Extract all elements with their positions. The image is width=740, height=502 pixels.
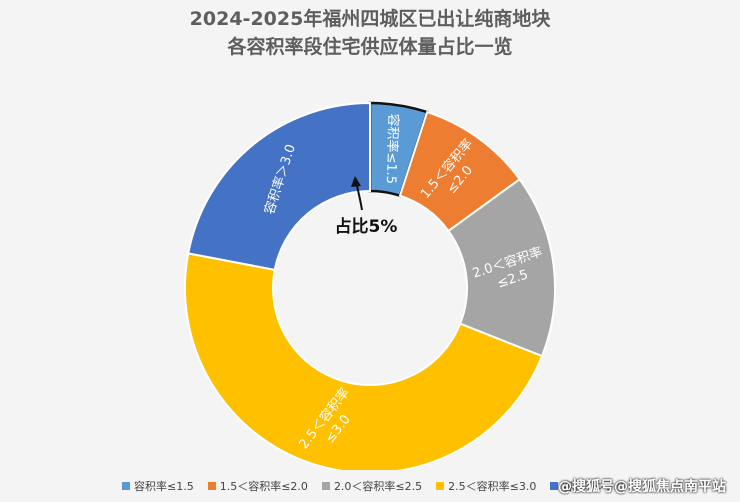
legend-swatch-2 xyxy=(321,482,330,490)
legend-swatch-3 xyxy=(436,482,445,490)
legend-label-0: 容积率≤1.5 xyxy=(134,480,194,493)
chart-legend: 容积率≤1.5 1.5＜容积率≤2.0 2.0＜容积率≤2.5 2.5＜容积率≤3.0… xyxy=(122,477,624,495)
donut-slice-4 xyxy=(187,101,371,271)
donut-chart: 容积率≤1.5 1.5＜容积率≤2.02.0＜容积率≤2.52.5＜容积率≤3.0… xyxy=(184,101,556,470)
slice-label-0: 容积率≤1.5 xyxy=(383,113,401,184)
legend-swatch-0 xyxy=(122,482,130,490)
watermark: @搜狐号@搜狐焦点南平站 xyxy=(558,479,726,495)
donut-slice-3 xyxy=(184,252,544,470)
legend-item-1: 1.5＜容积率≤2.0 xyxy=(207,478,308,494)
chart-title-line-1: 2024-2025年福州四城区已出让纯商地块 xyxy=(189,8,551,30)
annotation-arrowhead xyxy=(351,176,361,187)
legend-item-4: 容积率＞3.0 xyxy=(550,478,624,494)
legend-label-4: 容积率＞3.0 xyxy=(562,480,624,493)
legend-swatch-4 xyxy=(550,482,559,490)
legend-label-1: 1.5＜容积率≤2.0 xyxy=(219,480,308,493)
legend-item-3: 2.5＜容积率≤3.0 xyxy=(436,478,536,494)
legend-swatch-1 xyxy=(207,482,216,490)
legend-item-2: 2.0＜容积率≤2.5 xyxy=(321,478,423,494)
legend-label-3: 2.5＜容积率≤3.0 xyxy=(448,480,537,493)
donut-slice-2 xyxy=(447,177,556,358)
legend-item-0: 容积率≤1.5 xyxy=(122,478,194,494)
chart-title-line-2: 各容积率段住宅供应体量占比一览 xyxy=(227,36,513,58)
annotation-text: 占比5% xyxy=(335,216,398,237)
legend-label-2: 2.0＜容积率≤2.5 xyxy=(333,480,423,493)
